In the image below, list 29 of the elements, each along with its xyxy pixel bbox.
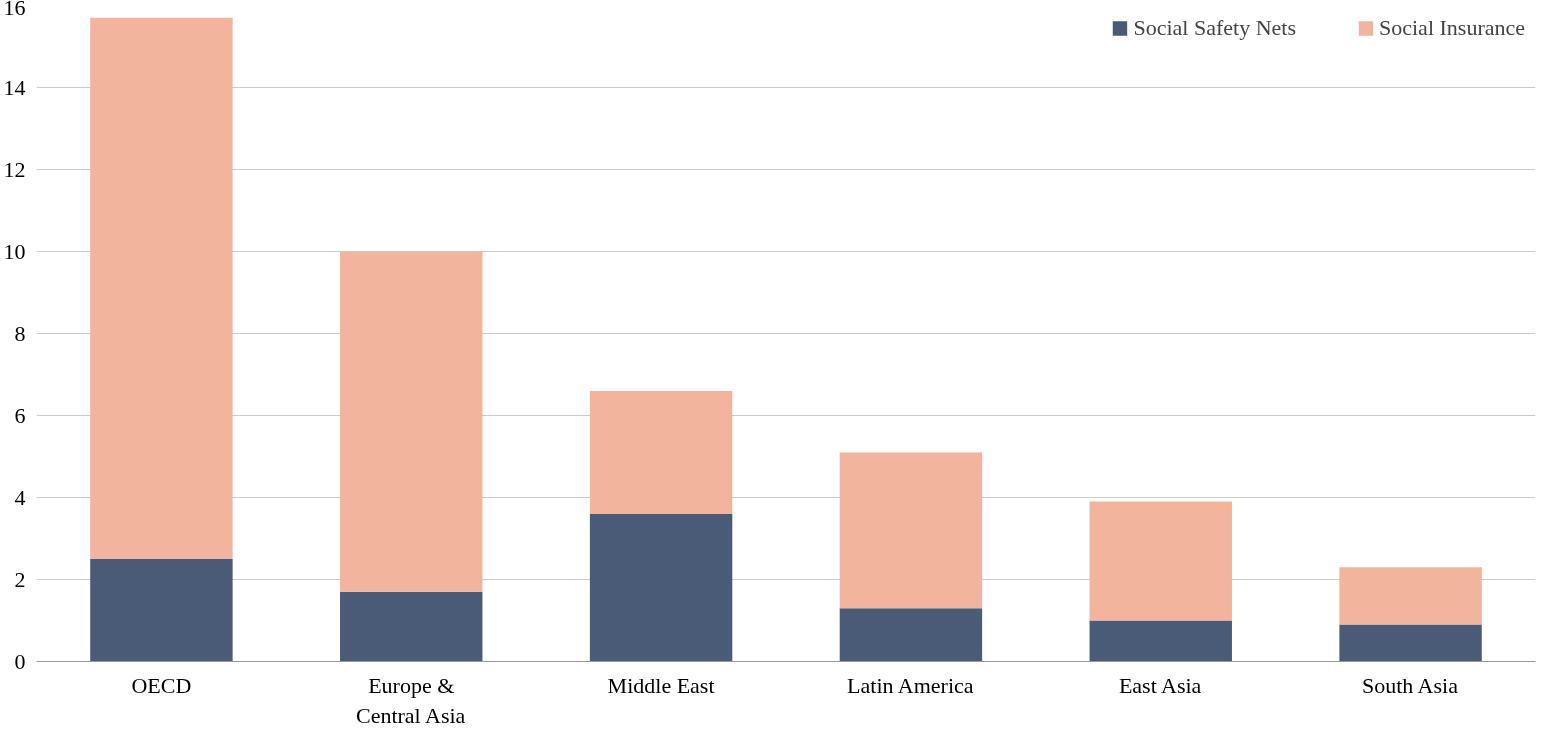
bar xyxy=(1089,501,1232,621)
x-tick-label: East Asia xyxy=(1118,672,1202,698)
y-tick-label: 4 xyxy=(14,484,26,510)
x-tick-label: South Asia xyxy=(1362,672,1459,698)
bar xyxy=(839,608,983,662)
y-tick-label: 16 xyxy=(3,0,26,20)
x-tick-label: Europe & Central Asia xyxy=(355,672,466,728)
x-tick-label: Latin America xyxy=(847,672,974,698)
bar xyxy=(589,513,733,662)
y-tick-label: 0 xyxy=(14,648,26,674)
bar xyxy=(90,17,233,559)
y-tick-label: 6 xyxy=(14,402,26,428)
bar xyxy=(1089,620,1232,662)
bar xyxy=(1339,567,1482,625)
bar xyxy=(340,591,483,662)
bar xyxy=(340,251,483,592)
bar xyxy=(839,452,983,609)
bar xyxy=(589,390,733,514)
y-tick-label: 12 xyxy=(3,156,26,182)
y-tick-label: 10 xyxy=(3,238,26,264)
legend-label: Social Safety Nets xyxy=(1133,15,1296,41)
y-tick-label: 8 xyxy=(14,320,26,346)
bar xyxy=(90,559,233,662)
legend-label: Social Insurance xyxy=(1379,15,1525,41)
x-tick-label: OECD xyxy=(131,672,192,698)
y-tick-label: 14 xyxy=(3,74,26,100)
x-tick-label: Middle East xyxy=(607,672,715,698)
y-tick-label: 2 xyxy=(14,566,26,592)
bar xyxy=(1339,624,1482,662)
